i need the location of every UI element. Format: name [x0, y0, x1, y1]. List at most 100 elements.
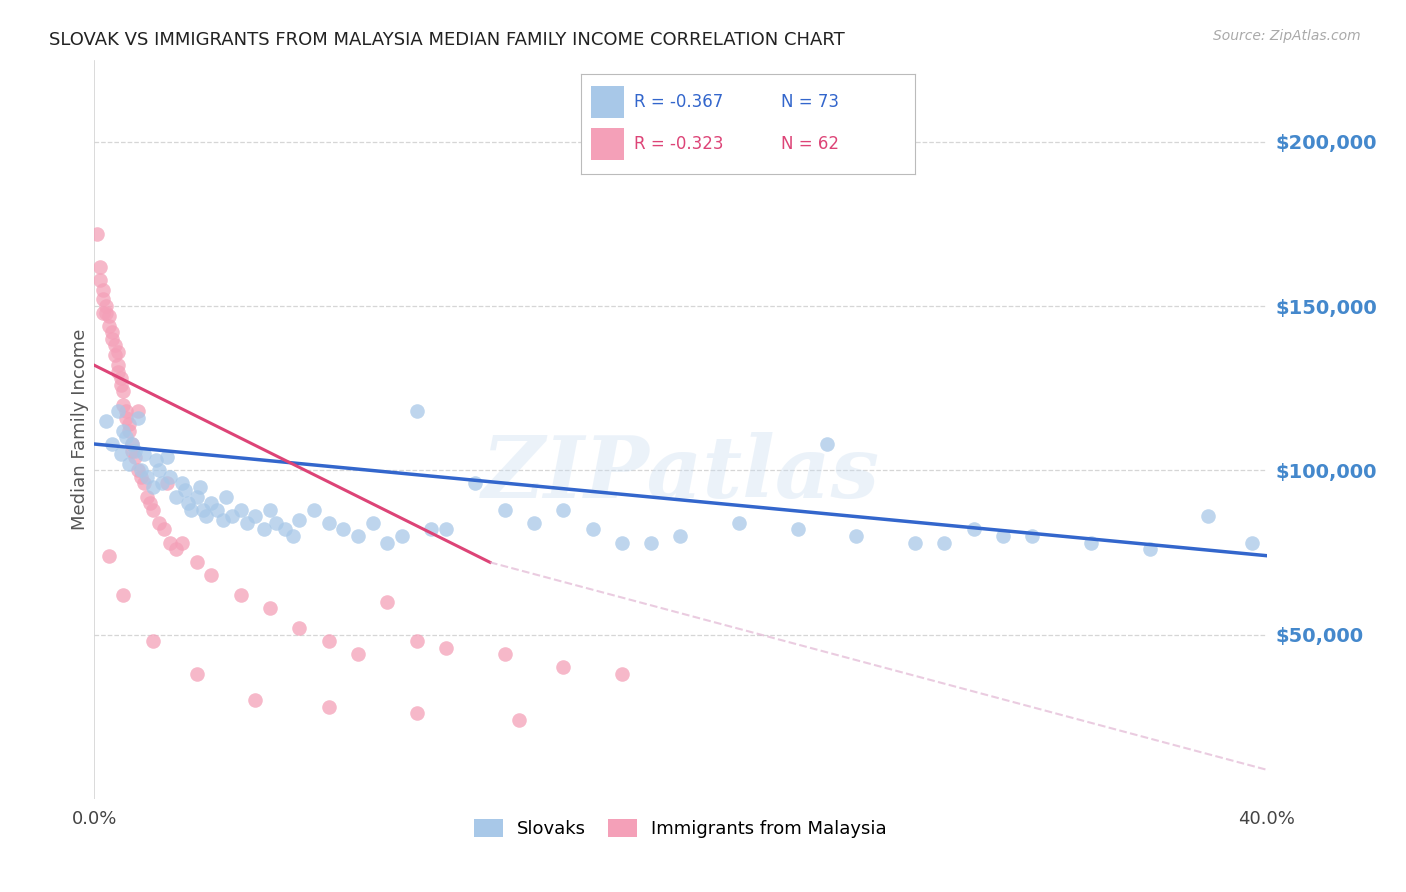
- Point: [405, 634, 427, 648]
- Point: [553, 502, 575, 516]
- Point: [121, 437, 143, 451]
- Point: [97, 309, 120, 323]
- Point: [132, 447, 155, 461]
- Point: [508, 713, 530, 727]
- Point: [124, 443, 146, 458]
- Point: [86, 227, 108, 241]
- Point: [100, 326, 122, 340]
- Point: [110, 447, 132, 461]
- Point: [118, 457, 141, 471]
- Point: [91, 305, 114, 319]
- Point: [148, 463, 170, 477]
- Point: [112, 588, 135, 602]
- Point: [94, 299, 117, 313]
- Point: [273, 523, 295, 537]
- Point: [815, 437, 838, 451]
- Point: [104, 348, 127, 362]
- Point: [318, 516, 340, 530]
- Point: [186, 555, 208, 569]
- Point: [553, 660, 575, 674]
- Point: [669, 529, 692, 543]
- Point: [264, 516, 287, 530]
- Point: [1241, 535, 1264, 549]
- Point: [142, 502, 165, 516]
- Point: [148, 516, 170, 530]
- Point: [129, 463, 152, 477]
- Point: [159, 535, 181, 549]
- Point: [142, 480, 165, 494]
- Point: [200, 568, 222, 582]
- Point: [347, 529, 370, 543]
- Point: [494, 647, 516, 661]
- Point: [110, 371, 132, 385]
- Point: [89, 260, 111, 274]
- Point: [118, 424, 141, 438]
- Point: [118, 417, 141, 432]
- Point: [610, 667, 633, 681]
- Point: [229, 502, 252, 516]
- Point: [194, 509, 217, 524]
- Point: [153, 523, 176, 537]
- Point: [91, 283, 114, 297]
- Point: [127, 404, 149, 418]
- Point: [405, 706, 427, 721]
- Point: [115, 410, 138, 425]
- Point: [112, 398, 135, 412]
- Point: [1080, 535, 1102, 549]
- Point: [420, 523, 443, 537]
- Point: [142, 634, 165, 648]
- Point: [207, 502, 229, 516]
- Point: [127, 463, 149, 477]
- Point: [121, 443, 143, 458]
- Point: [200, 496, 222, 510]
- Point: [107, 365, 129, 379]
- Point: [110, 377, 132, 392]
- Point: [159, 470, 181, 484]
- Point: [288, 621, 311, 635]
- Point: [91, 293, 114, 307]
- Point: [332, 523, 354, 537]
- Point: [165, 490, 187, 504]
- Text: SLOVAK VS IMMIGRANTS FROM MALAYSIA MEDIAN FAMILY INCOME CORRELATION CHART: SLOVAK VS IMMIGRANTS FROM MALAYSIA MEDIA…: [49, 31, 845, 49]
- Point: [245, 693, 267, 707]
- Point: [135, 490, 157, 504]
- Point: [215, 490, 238, 504]
- Point: [97, 318, 120, 333]
- Point: [212, 512, 235, 526]
- Point: [115, 430, 138, 444]
- Point: [845, 529, 868, 543]
- Point: [107, 404, 129, 418]
- Point: [786, 523, 808, 537]
- Point: [245, 509, 267, 524]
- Point: [1197, 509, 1219, 524]
- Point: [177, 496, 200, 510]
- Point: [89, 273, 111, 287]
- Point: [235, 516, 257, 530]
- Point: [229, 588, 252, 602]
- Point: [581, 523, 603, 537]
- Point: [904, 535, 927, 549]
- Point: [318, 634, 340, 648]
- Point: [494, 502, 516, 516]
- Point: [165, 542, 187, 557]
- Point: [405, 404, 427, 418]
- Point: [100, 437, 122, 451]
- Text: ZIPatlas: ZIPatlas: [481, 432, 880, 516]
- Point: [375, 535, 398, 549]
- Point: [434, 640, 457, 655]
- Point: [156, 476, 179, 491]
- Point: [94, 414, 117, 428]
- Point: [104, 338, 127, 352]
- Point: [288, 512, 311, 526]
- Point: [180, 502, 202, 516]
- Point: [221, 509, 243, 524]
- Point: [112, 384, 135, 399]
- Point: [259, 601, 281, 615]
- Legend: Slovaks, Immigrants from Malaysia: Slovaks, Immigrants from Malaysia: [467, 812, 894, 846]
- Point: [963, 523, 986, 537]
- Point: [127, 410, 149, 425]
- Point: [186, 667, 208, 681]
- Point: [391, 529, 413, 543]
- Point: [464, 476, 486, 491]
- Point: [434, 523, 457, 537]
